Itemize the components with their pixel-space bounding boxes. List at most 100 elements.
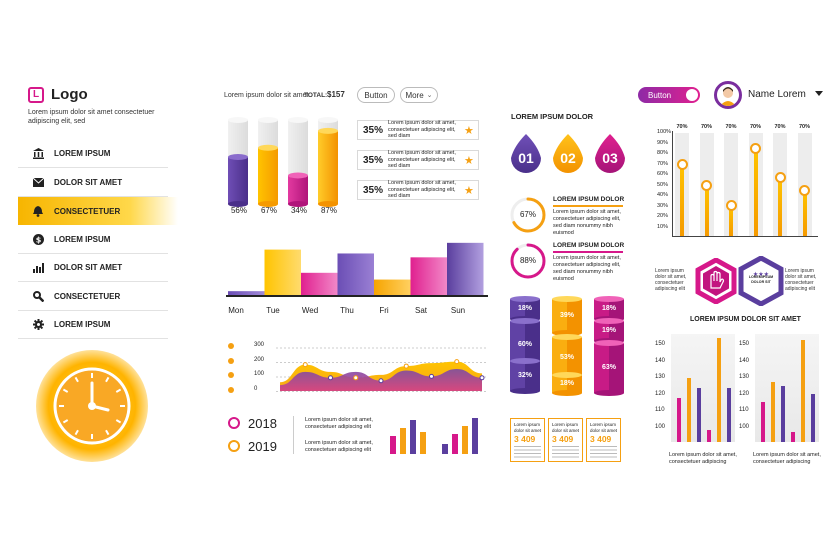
cylinder-label: 60% (517, 341, 532, 348)
star-icon[interactable]: ★ (464, 124, 474, 137)
right-bar-tick: 110 (739, 407, 749, 414)
slider-tick-label: 40% (657, 192, 669, 198)
tube-bar-label: 67% (260, 206, 277, 215)
stat-card-text: Lorem ipsum dolor sit amet (552, 422, 580, 433)
sidebar-item-label: LOREM IPSUM (54, 149, 111, 158)
avatar[interactable] (714, 81, 742, 109)
sidebar-item-lorem-ipsum[interactable]: LOREM IPSUM (18, 140, 168, 168)
area-chart (276, 347, 486, 392)
slider-percent-label: 70% (725, 124, 737, 130)
logo-mark: L (28, 86, 44, 103)
weekly-bar (301, 272, 338, 296)
total-label: TOTAL: (304, 92, 328, 99)
slider-handle[interactable] (774, 172, 786, 184)
hex-left-text: Lorem ipsum dolor sit amet, consectetuer… (655, 268, 687, 292)
tube-bar-top (258, 144, 278, 151)
weekly-day-label: Wed (301, 306, 319, 315)
weekly-bar-chart (226, 242, 488, 297)
hex-right-text: Lorem ipsum dolor sit amet, consectetuer… (785, 268, 817, 292)
sidebar-item-consectetuer[interactable]: CONSECTETUER (18, 197, 178, 225)
right-bar (771, 382, 775, 442)
stat-card[interactable]: Lorem ipsum dolor sit amet 3 409 (510, 418, 545, 462)
right-bar-tick: 120 (739, 390, 750, 397)
tube-bar-fill (288, 175, 308, 204)
weekly-day-label: Mon (228, 306, 244, 315)
sidebar-item-lorem-ipsum[interactable]: LOREM IPSUM (18, 311, 168, 339)
slider-handle[interactable] (799, 184, 810, 196)
bar-chart-icon (26, 262, 50, 273)
year-ring-icon (228, 417, 240, 429)
slider-handle[interactable] (725, 200, 737, 212)
right-bar (761, 402, 765, 442)
tube-bar-fill (258, 147, 278, 204)
right-bar (811, 394, 815, 442)
sidebar-item-lorem-ipsum[interactable]: $ LOREM IPSUM (18, 226, 168, 254)
cylinder-label: 18% (517, 305, 532, 312)
star-icon[interactable]: ★ (464, 184, 474, 197)
rating-text: Lorem ipsum dolor sit amet, consectetuer… (388, 180, 456, 200)
stat-card[interactable]: Lorem ipsum dolor sit amet 3 409 (586, 418, 621, 462)
legend-dot (228, 372, 234, 378)
header-button[interactable]: Button (357, 87, 395, 103)
right-bar (727, 388, 731, 442)
sidebar-item-consectetuer[interactable]: CONSECTETUER (18, 283, 168, 311)
right-bar-tick: 150 (655, 341, 666, 347)
tube-bar-cap (228, 117, 248, 123)
weekly-bar (374, 279, 411, 296)
logo-text: Logo (51, 86, 88, 103)
right-bar-caption: Lorem ipsum dolor sit amet, consectetuer… (669, 452, 737, 465)
mini-bar (452, 434, 458, 454)
ring-text: Lorem ipsum dolor sit amet, consectetuer… (553, 209, 621, 236)
cylinder-segment: 39% (552, 296, 582, 336)
user-menu-chevron-icon[interactable] (815, 91, 823, 96)
sidebar-item-label: CONSECTETUER (54, 206, 121, 216)
slider-tick-label: 30% (657, 202, 669, 209)
cylinder-segment: 63% (594, 340, 624, 396)
slider-percent-label: 70% (749, 124, 761, 130)
drop-number: 03 (602, 150, 618, 166)
year-ring-icon (228, 440, 240, 452)
rating-row: 35% Lorem ipsum dolor sit amet, consectet… (357, 180, 479, 200)
rating-row: 35% Lorem ipsum dolor sit amet, consectet… (357, 150, 479, 170)
logo[interactable]: L Logo (28, 86, 88, 103)
toggle-button[interactable]: Button (638, 87, 700, 103)
tube-bar-base (258, 201, 278, 207)
number-drop-01: 01 (508, 132, 544, 176)
hand-hexagon-icon[interactable] (694, 258, 738, 304)
right-bar (687, 378, 691, 442)
ring-title: LOREM IPSUM DOLOR (553, 196, 625, 203)
more-dropdown[interactable]: More ⌄ (400, 87, 438, 103)
right-bar (707, 430, 711, 442)
more-label: More (405, 90, 424, 100)
weekly-bar (447, 242, 484, 296)
drop-number: 02 (560, 150, 576, 166)
stat-card[interactable]: Lorem ipsum dolor sit amet 3 409 (548, 418, 583, 462)
year-label: 2018 (248, 416, 277, 431)
right-bar-panel (755, 334, 819, 442)
tube-bar-base (318, 201, 338, 207)
cylinder-label: 19% (601, 327, 616, 334)
legend-dot (228, 386, 234, 393)
right-bar (781, 386, 785, 442)
mini-bar (410, 420, 416, 454)
mini-bar (472, 418, 478, 454)
progress-ring: 67% (509, 196, 547, 234)
area-series-purple (280, 369, 482, 391)
dollar-icon: $ (26, 233, 50, 245)
slider-tick-label: 20% (657, 213, 669, 219)
weekly-day-label: Tue (266, 306, 280, 315)
area-tick-label: 300 (254, 342, 265, 348)
cylinder-segment: 18% (552, 372, 582, 396)
slider-handle[interactable] (676, 158, 688, 170)
sidebar-item-dolor-sit-amet[interactable]: DOLOR SIT AMET (18, 169, 168, 197)
slider-handle[interactable] (750, 143, 761, 155)
right-bars-title: LOREM IPSUM DOLOR SIT AMET (690, 316, 801, 323)
right-bar-tick: 130 (739, 374, 750, 381)
stat-card-text: Lorem ipsum dolor sit amet (590, 422, 618, 433)
sidebar-item-label: LOREM IPSUM (54, 320, 111, 329)
sidebar-item-dolor-sit-amet[interactable]: DOLOR SIT AMET (18, 254, 168, 282)
ring-percent: 67% (519, 210, 536, 219)
star-icon[interactable]: ★ (464, 154, 474, 167)
slider-percent-label: 70% (798, 124, 810, 130)
slider-handle[interactable] (701, 179, 712, 191)
